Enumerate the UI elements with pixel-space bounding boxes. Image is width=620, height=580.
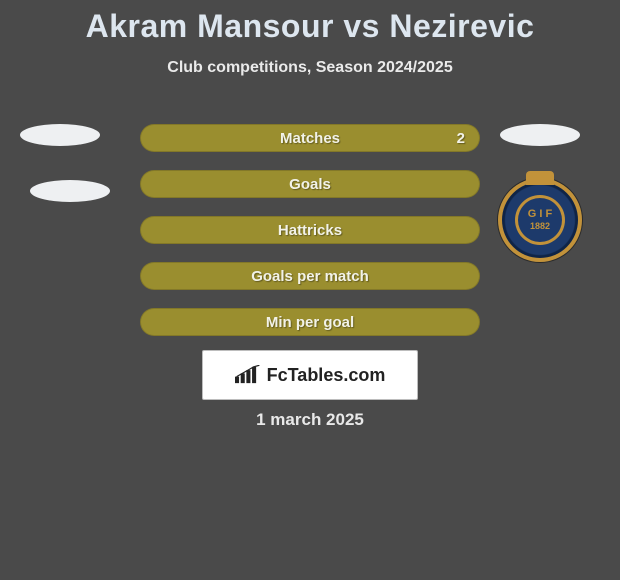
left-team-badge-2 bbox=[30, 180, 110, 202]
stat-row-matches: Matches 2 bbox=[140, 124, 480, 152]
left-team-badge-1 bbox=[20, 124, 100, 146]
right-team-crest: G I F 1882 bbox=[498, 178, 582, 262]
stat-label: Min per goal bbox=[266, 314, 354, 331]
right-team-badge-1 bbox=[500, 124, 580, 146]
fctables-link[interactable]: FcTables.com bbox=[202, 350, 418, 400]
crest-year: 1882 bbox=[530, 222, 550, 231]
stat-value-right: 2 bbox=[457, 130, 465, 147]
stat-label: Hattricks bbox=[278, 222, 342, 239]
stat-row-hattricks: Hattricks bbox=[140, 216, 480, 244]
subtitle: Club competitions, Season 2024/2025 bbox=[0, 59, 620, 77]
crest-crown-icon bbox=[526, 171, 554, 185]
crest-inner: G I F 1882 bbox=[515, 195, 565, 245]
crest-letters: G I F bbox=[528, 209, 552, 220]
stats-container: Matches 2 Goals Hattricks Goals per matc… bbox=[140, 124, 480, 354]
stat-row-goals: Goals bbox=[140, 170, 480, 198]
stat-row-min-per-goal: Min per goal bbox=[140, 308, 480, 336]
brand-text: FcTables.com bbox=[267, 365, 386, 386]
stat-label: Goals bbox=[289, 176, 331, 193]
stat-label: Goals per match bbox=[251, 268, 369, 285]
stat-row-goals-per-match: Goals per match bbox=[140, 262, 480, 290]
date-text: 1 march 2025 bbox=[0, 410, 620, 430]
stat-label: Matches bbox=[280, 130, 340, 147]
page-title: Akram Mansour vs Nezirevic bbox=[0, 0, 620, 45]
bars-icon bbox=[235, 365, 261, 385]
